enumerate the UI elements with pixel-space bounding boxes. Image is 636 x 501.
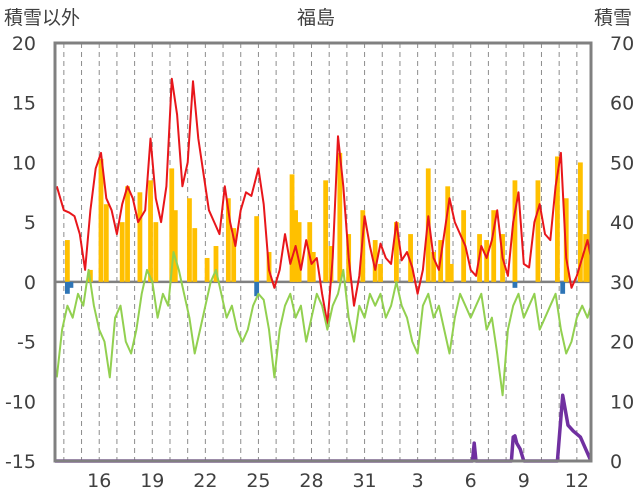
right-tick-label: 60: [610, 93, 634, 115]
right-tick-label: 10: [610, 391, 634, 413]
bar: [323, 180, 329, 282]
bar: [204, 257, 210, 282]
bar: [337, 152, 343, 282]
chart-title: 福島: [297, 7, 335, 29]
left-tick-label: -5: [17, 332, 36, 354]
right-tick-label: 50: [610, 152, 634, 174]
bar: [125, 186, 130, 282]
bar: [64, 240, 70, 282]
bar: [372, 240, 378, 282]
bar: [577, 162, 583, 282]
bar: [535, 180, 541, 282]
left-axis-label: 積雪以外: [4, 7, 80, 29]
bar: [64, 281, 70, 294]
left-tick-label: 10: [12, 152, 36, 174]
lines-layer: [55, 77, 593, 463]
x-tick-label: 16: [87, 470, 111, 492]
left-tick-label: 20: [12, 33, 36, 55]
bar: [68, 281, 74, 288]
x-tick-label: 19: [140, 470, 164, 492]
bar: [103, 204, 109, 282]
bar: [378, 263, 383, 282]
left-tick-label: 5: [24, 212, 36, 234]
bar: [192, 228, 198, 282]
bar: [296, 222, 302, 282]
right-tick-labels: 0 10 20 30 40 50 60 70: [610, 33, 634, 473]
series-line: [55, 77, 592, 325]
x-tick-label: 3: [412, 470, 424, 492]
bar: [461, 210, 467, 282]
x-tick-label: 28: [299, 470, 323, 492]
x-tick-labels: 16 19 22 25 28 31 3 6 9 12: [87, 470, 589, 492]
bar: [254, 281, 260, 297]
right-axis-label: 積雪: [594, 7, 632, 29]
bar: [445, 186, 451, 282]
bar: [98, 158, 104, 282]
bar: [328, 246, 334, 282]
bar: [484, 240, 490, 282]
bar: [169, 168, 175, 282]
x-tick-label: 9: [518, 470, 530, 492]
bar: [187, 198, 192, 282]
bar: [512, 180, 518, 282]
series-line: [55, 251, 592, 397]
x-tick-label: 22: [193, 470, 217, 492]
bar: [137, 192, 143, 282]
x-tick-label: 31: [352, 470, 376, 492]
plot-frame: [53, 41, 593, 463]
bar: [148, 180, 153, 282]
bar: [153, 222, 159, 282]
bar: [448, 263, 454, 282]
bar: [583, 234, 589, 282]
left-tick-label: 15: [12, 93, 36, 115]
bar: [310, 252, 316, 282]
x-tick-label: 12: [565, 470, 589, 492]
x-tick-label: 6: [465, 470, 477, 492]
series-line: [55, 393, 593, 463]
left-tick-labels: -15 -10 -5 0 5 10 15 20: [5, 33, 36, 473]
left-tick-label: 0: [24, 272, 36, 294]
right-tick-label: 0: [610, 451, 622, 473]
bar: [394, 222, 399, 282]
bar: [119, 222, 125, 282]
bar: [231, 228, 237, 282]
bar: [491, 210, 497, 282]
left-tick-label: -10: [5, 391, 36, 413]
bar: [408, 234, 413, 282]
x-tick-label: 25: [246, 470, 270, 492]
left-tick-label: -15: [5, 451, 36, 473]
bar: [172, 210, 178, 282]
bar: [560, 281, 566, 294]
right-tick-label: 20: [610, 332, 634, 354]
bar: [431, 252, 436, 282]
right-tick-label: 40: [610, 212, 634, 234]
bar: [254, 216, 260, 282]
right-tick-label: 30: [610, 272, 634, 294]
bar: [512, 281, 518, 288]
bar: [225, 198, 231, 282]
bar: [554, 156, 560, 282]
bar: [289, 174, 295, 282]
bar: [213, 246, 219, 282]
right-tick-label: 70: [610, 33, 634, 55]
